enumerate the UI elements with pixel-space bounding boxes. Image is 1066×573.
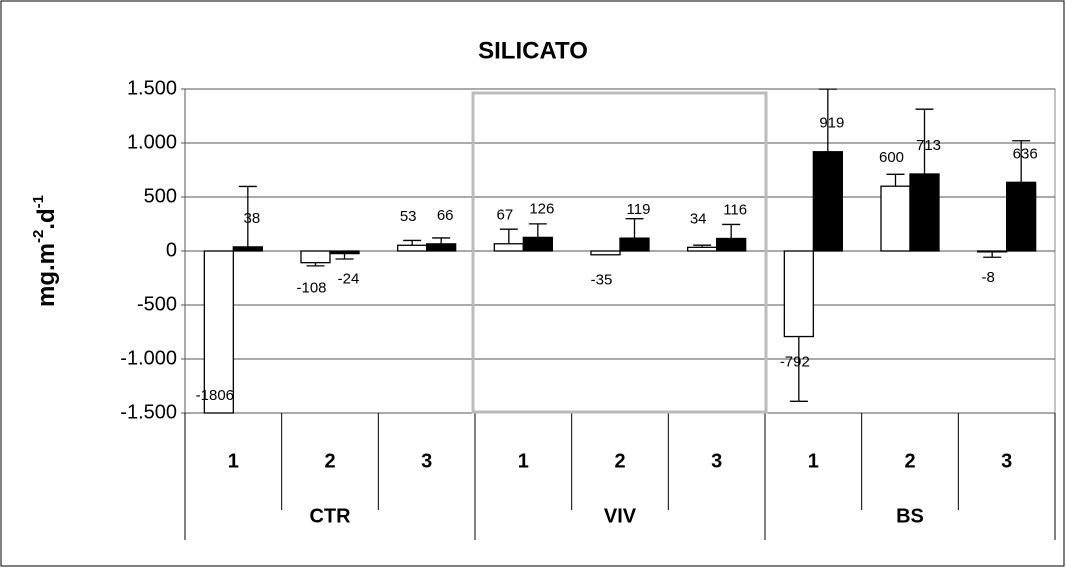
x-tick-label: 3 — [421, 450, 432, 472]
x-tick-label: 1 — [808, 450, 819, 472]
data-label: 126 — [529, 200, 554, 217]
y-tick-label: 1.500 — [127, 77, 177, 99]
x-tick-label: 2 — [614, 450, 625, 472]
data-label: -24 — [338, 271, 360, 288]
y-label-sup: -2 — [30, 230, 47, 243]
bar — [909, 173, 940, 252]
y-tick-label: 1.000 — [127, 131, 177, 153]
bar — [619, 237, 650, 252]
y-label-part: .d — [33, 208, 60, 229]
bar — [426, 243, 457, 252]
y-tick-label: -1.500 — [120, 401, 177, 423]
chart-title: SILICATO — [478, 37, 588, 64]
x-tick-label: 1 — [518, 450, 529, 472]
data-label: 67 — [496, 207, 513, 224]
x-tick-label: 2 — [904, 450, 915, 472]
group-label: CTR — [309, 505, 351, 527]
bar — [812, 151, 843, 252]
y-label-sup: -1 — [30, 195, 47, 208]
y-tick-label: -500 — [137, 293, 177, 315]
bar — [203, 250, 234, 414]
data-label: 713 — [916, 137, 941, 154]
bar — [232, 246, 263, 252]
bar — [977, 250, 1008, 253]
data-label: -108 — [296, 280, 326, 297]
group-label: VIV — [604, 505, 637, 527]
data-label: 600 — [879, 149, 904, 166]
bar — [300, 250, 331, 264]
data-label: 636 — [1013, 145, 1038, 162]
data-label: 119 — [627, 201, 651, 218]
bar — [1006, 181, 1037, 252]
y-axis-label: mg.m-2.d-1 — [30, 195, 60, 307]
data-label: 66 — [437, 207, 454, 224]
data-label: -8 — [981, 269, 994, 286]
x-tick-label: 1 — [228, 450, 239, 472]
data-label: 38 — [243, 210, 260, 227]
y-tick-label: 500 — [144, 185, 177, 207]
y-tick-label: 0 — [166, 239, 177, 261]
bar — [687, 246, 718, 252]
data-label: 116 — [723, 201, 747, 218]
data-label: -35 — [591, 272, 613, 289]
x-tick-label: 3 — [711, 450, 722, 472]
bar — [783, 250, 814, 338]
bar — [590, 250, 621, 256]
y-label-part: mg.m — [33, 243, 60, 307]
data-label: 53 — [400, 208, 417, 225]
bar — [716, 237, 747, 252]
plot-area: -1.500 -1.000 -500 0 500 1.000 1.500 1 -1806 38 2 -… — [120, 77, 1056, 540]
x-tick-label: 3 — [1001, 450, 1012, 472]
highlight-box — [471, 91, 768, 414]
bar — [522, 236, 553, 252]
data-label: 919 — [819, 115, 844, 132]
x-tick-label: 2 — [324, 450, 335, 472]
y-tick-label: -1.000 — [120, 347, 177, 369]
group-label: BS — [896, 505, 924, 527]
data-label: -792 — [780, 354, 810, 371]
bar — [880, 185, 911, 252]
bar — [493, 243, 524, 252]
data-label: 34 — [690, 210, 707, 227]
data-label: -1806 — [196, 387, 234, 404]
bar — [397, 244, 428, 252]
bar — [329, 250, 360, 255]
